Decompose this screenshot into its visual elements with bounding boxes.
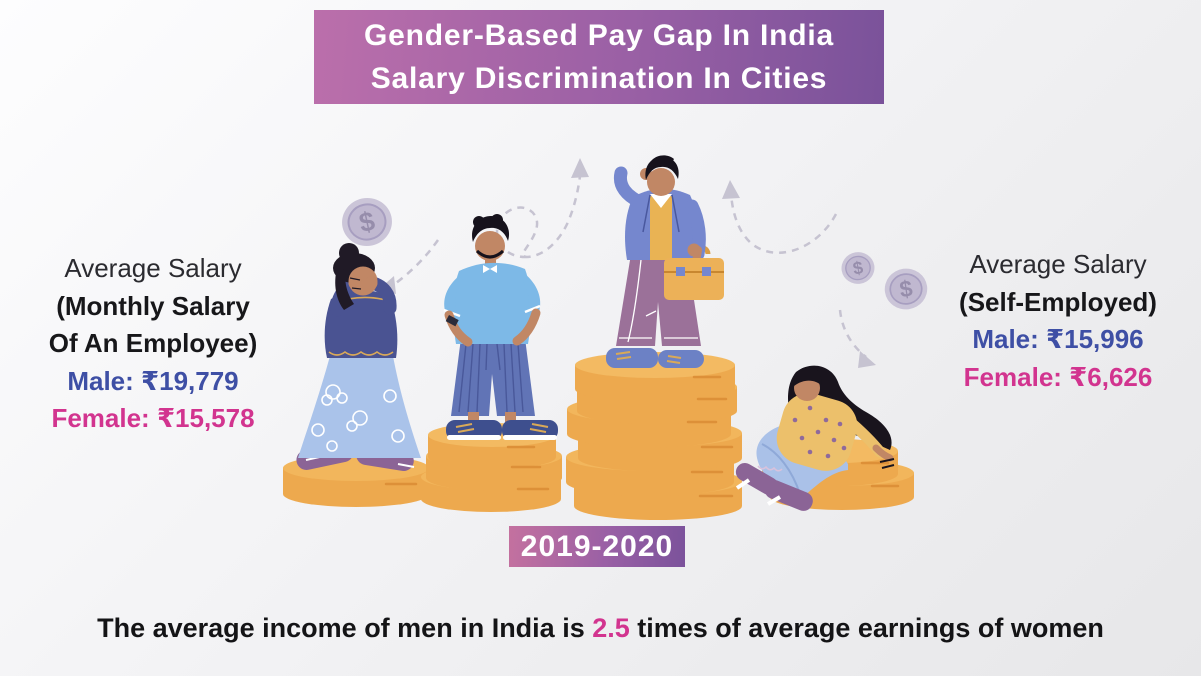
title-banner: Gender-Based Pay Gap In India Salary Dis… <box>314 10 884 104</box>
female-label: Female: <box>51 403 150 433</box>
stat-subheading-line1: (Monthly Salary <box>56 290 250 321</box>
woman-sitting-figure <box>735 365 895 511</box>
female-stat: Female: ₹15,578 <box>10 400 296 438</box>
arrowhead <box>722 180 740 199</box>
self-employed-salary-stat: Average Salary (Self-Employed) Male: ₹15… <box>922 246 1194 396</box>
arrowhead <box>858 351 876 368</box>
woman-covering-face-figure <box>296 243 421 471</box>
svg-text:$: $ <box>851 257 864 278</box>
coin-stack-two <box>421 423 562 512</box>
footer-annotation: The average income of men in India is 2.… <box>0 608 1201 648</box>
footer-prefix: The average income of men in India is <box>97 613 593 643</box>
stat-heading: Average Salary <box>64 253 242 283</box>
dollar-coin-icon: $ <box>841 252 875 284</box>
male-label: Male: <box>972 324 1039 354</box>
female-stat: Female: ₹6,626 <box>922 359 1194 397</box>
dashed-arrow-down-left-icon <box>395 239 440 284</box>
female-value: ₹15,578 <box>156 403 255 433</box>
male-stat: Male: ₹15,996 <box>922 321 1194 359</box>
title-line-1: Gender-Based Pay Gap In India <box>364 19 834 52</box>
coin-stack-three <box>566 352 742 520</box>
title-line-2: Salary Discrimination In Cities <box>370 62 828 95</box>
male-label: Male: <box>67 365 134 396</box>
female-value: ₹6,626 <box>1069 361 1153 392</box>
employee-salary-stat: Average Salary (Monthly Salary Of An Emp… <box>10 250 296 438</box>
stat-subheading-line2: Of An Employee) <box>48 328 258 358</box>
dollar-coin-icon: $ <box>342 197 392 247</box>
dashed-loop-up-arrow-icon <box>495 175 582 259</box>
footer-ratio-highlight: 2.5 <box>592 613 630 643</box>
stat-heading: Average Salary <box>969 249 1147 279</box>
dashed-arrow-down-right-icon <box>838 309 867 358</box>
dollar-coin-icon: $ <box>884 268 928 310</box>
male-value: ₹15,996 <box>1046 324 1144 354</box>
svg-text:$: $ <box>357 206 378 238</box>
arrowhead <box>571 158 589 178</box>
female-label: Female: <box>963 361 1062 392</box>
stat-subheading: (Self-Employed) <box>959 286 1157 317</box>
man-with-briefcase-figure <box>606 155 724 368</box>
svg-text:$: $ <box>898 275 914 303</box>
period-badge: 2019-2020 <box>509 526 685 567</box>
dashed-u-arrow-up-icon <box>729 191 838 254</box>
male-value: ₹19,779 <box>141 365 239 396</box>
male-stat: Male: ₹19,779 <box>10 363 296 401</box>
footer-suffix: times of average earnings of women <box>629 613 1104 643</box>
man-hands-on-hips-figure <box>443 214 558 440</box>
